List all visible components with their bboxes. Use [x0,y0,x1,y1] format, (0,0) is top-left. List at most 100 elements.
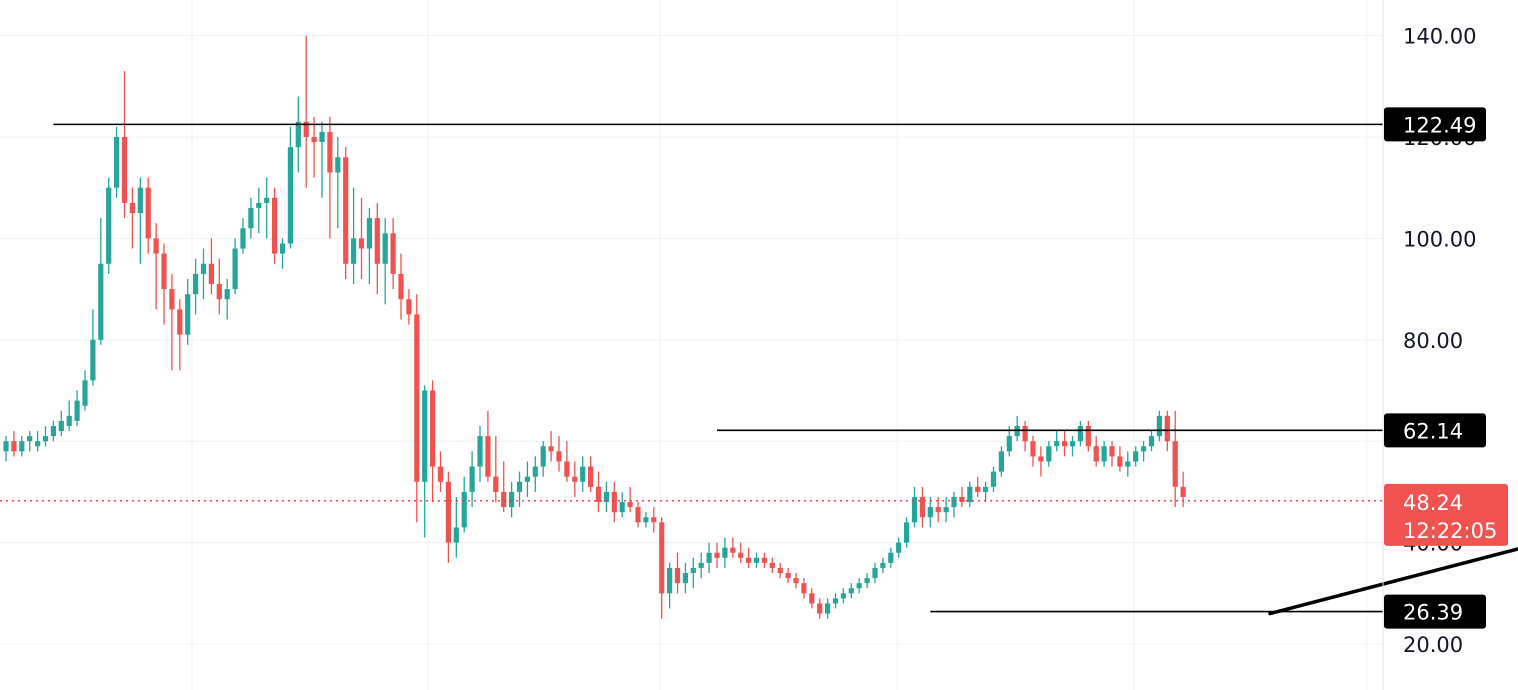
price-tick-label: 80.00 [1403,329,1463,353]
candle-body [335,157,341,173]
candle-body [3,441,9,452]
candle-body [643,517,649,523]
candle-body [809,593,815,604]
candle-body [1180,486,1186,497]
candle-body [785,573,791,579]
candle-body [580,466,586,482]
current-price-label: 48.24 [1403,491,1463,515]
candle-body [35,441,41,447]
candle-body [137,187,143,214]
candle-body [848,588,854,594]
price-tick-label: 100.00 [1403,227,1476,251]
candle-body [501,491,507,508]
candle-body [532,466,538,477]
level-price-tag [1384,594,1486,629]
candle-body [153,238,159,254]
candle-body [667,567,673,594]
level-price-tag-label: 62.14 [1403,419,1463,443]
candle-body [975,486,981,492]
level-price-tag-label: 122.49 [1403,113,1476,137]
candle-body [817,603,823,614]
candle-body [351,238,357,264]
candle-body [66,415,72,426]
candle-body [1038,456,1044,462]
horizontal-levels[interactable] [53,123,1383,613]
candle-body [256,202,262,208]
candle-body [690,567,696,574]
candle-body [1054,441,1060,447]
candle-body [564,461,570,477]
candle-body [509,491,515,508]
candle-body [98,263,104,340]
level-price-tag [1384,107,1486,142]
candle-body [548,446,554,452]
candle-body [264,197,270,203]
candle-body [27,436,33,442]
price-tick-label: 140.00 [1403,25,1476,49]
candle-body [232,248,238,290]
candle-body [730,547,736,553]
current-price-tag [1384,483,1508,546]
candle-body [556,451,562,462]
candle-body [272,197,278,254]
candle-body [911,496,918,523]
candle-body [864,578,870,584]
candle-body [1141,446,1147,452]
price-tick-label: 20.00 [1403,633,1463,657]
candle-body [327,131,333,173]
candle-body [279,243,286,254]
candle-body [319,131,325,143]
candle-body [50,425,56,437]
candle-body [801,583,807,594]
candle-body [990,471,997,487]
grid-lines [0,0,1383,690]
candle-body [469,466,475,492]
candle-body [390,233,396,274]
candle-body [19,441,25,452]
candle-body [1022,425,1028,442]
candle-body [303,121,309,137]
candle-body [951,496,957,508]
candle-body [398,273,404,300]
candle-body [1164,415,1170,442]
candle-body [1069,441,1076,447]
candle-body [185,294,191,335]
candle-body [627,502,633,508]
candle-body [738,552,744,558]
candle-body [959,496,965,503]
candle-body [572,476,578,482]
candle-body [216,284,222,300]
candle-body [651,517,657,523]
trendline-group[interactable] [1268,449,1518,616]
candle-body [82,380,88,406]
candle-body [524,476,530,482]
candle-body [722,547,728,558]
candle-body [698,562,704,568]
candle-body [453,527,459,543]
candle-body [129,202,135,214]
candle-body [659,522,665,594]
candle-body [445,481,451,543]
candle-body [540,446,546,467]
candle-body [177,309,183,335]
candle-body [935,507,941,513]
candle-body [635,507,641,523]
candle-body [1133,451,1139,462]
candle-body [1030,441,1036,457]
candle-body [832,598,839,604]
candle-body [1077,425,1083,442]
candle-body [169,289,175,310]
candle-body [366,218,372,249]
candle-body [753,557,760,563]
candle-body [927,507,933,518]
candle-body [998,451,1004,472]
candle-body [208,263,214,285]
candle-body [1156,415,1162,437]
candle-body [382,233,388,264]
trendline[interactable] [1268,449,1518,616]
candle-body [42,436,49,442]
candle-body [896,542,902,553]
candle-body [493,476,499,492]
candle-body [674,567,681,584]
